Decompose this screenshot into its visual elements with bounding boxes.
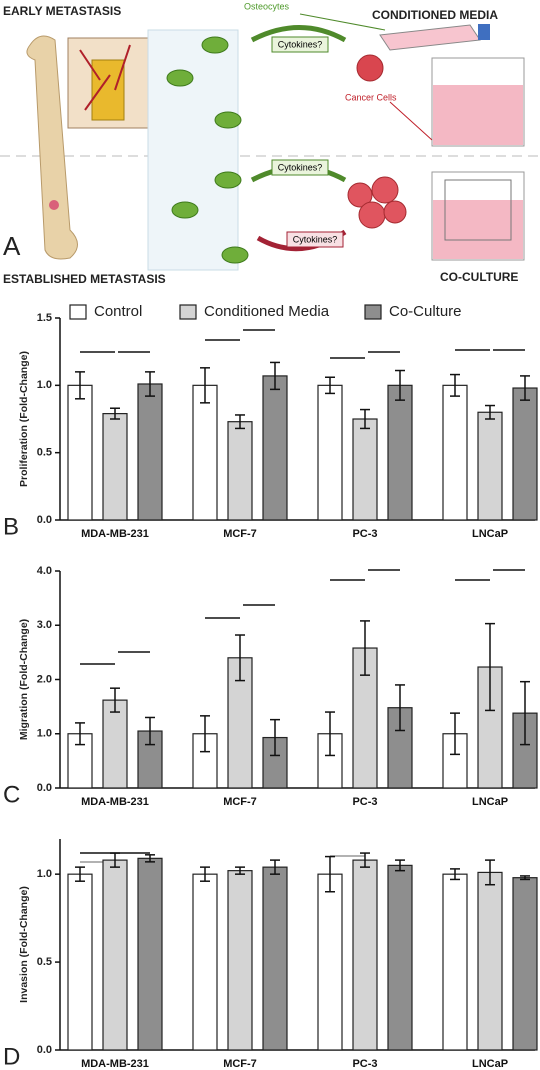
osteocyte-zone	[147, 29, 239, 271]
panel-label: A	[3, 231, 21, 261]
bar	[477, 871, 503, 1051]
bar	[262, 375, 288, 521]
y-tick-label: 0.0	[37, 514, 52, 526]
bar	[352, 859, 378, 1051]
x-tick-label: MCF-7	[223, 1058, 257, 1070]
significance-bars	[80, 329, 525, 863]
bone	[26, 35, 78, 260]
bar	[137, 857, 163, 1051]
bar	[227, 421, 253, 521]
flask	[379, 24, 481, 51]
panel-label: C	[3, 781, 20, 808]
y-tick-label: 0.5	[37, 447, 52, 459]
marrow	[91, 59, 125, 121]
bar	[387, 384, 413, 521]
cancer-cell	[356, 54, 384, 82]
bar	[352, 418, 378, 521]
label: Cytokines?	[293, 234, 338, 244]
y-tick-label: 1.5	[37, 312, 52, 324]
bar	[317, 873, 343, 1051]
legend-swatch	[364, 304, 382, 320]
bar	[512, 877, 538, 1051]
vessels	[79, 44, 131, 111]
label: Cytokines?	[278, 39, 323, 49]
y-axis-label: Migration (Fold-Change)	[18, 619, 30, 740]
bar	[442, 384, 468, 521]
y-axis-label: Proliferation (Fold-Change)	[18, 351, 30, 487]
bar	[67, 384, 93, 521]
label: CO-CULTURE	[440, 270, 518, 284]
bar	[262, 866, 288, 1051]
bar	[192, 384, 218, 521]
bar	[442, 873, 468, 1051]
bar	[317, 384, 343, 521]
osteocytes	[166, 36, 249, 264]
x-tick-label: PC-3	[352, 1058, 377, 1070]
media	[433, 200, 523, 259]
panel-label: B	[3, 513, 19, 540]
y-tick-label: 0.0	[37, 782, 52, 794]
diagram: EARLY METASTASIS CONDITIONED MEDIA Osteo…	[0, 1, 540, 286]
flask-cap	[478, 24, 490, 40]
y-tick-label: 0.5	[37, 956, 52, 968]
x-tick-label: LNCaP	[472, 796, 508, 808]
legend-swatch	[69, 304, 87, 320]
label: Osteocytes	[244, 1, 290, 11]
bar	[137, 383, 163, 521]
label: EARLY METASTASIS	[3, 4, 121, 18]
x-tick-label: MDA-MB-231	[81, 1058, 149, 1070]
bar	[102, 859, 128, 1051]
bar	[512, 387, 538, 521]
y-tick-label: 1.0	[37, 379, 52, 391]
y-tick-label: 0.0	[37, 1044, 52, 1056]
pointer	[389, 101, 433, 141]
bar	[102, 413, 128, 521]
tumor	[49, 200, 59, 210]
x-tick-label: MCF-7	[223, 796, 257, 808]
panel-label: D	[3, 1043, 20, 1070]
bar	[102, 699, 128, 789]
label-box	[286, 231, 344, 248]
x-tick-label: MDA-MB-231	[81, 528, 149, 540]
insert	[444, 179, 512, 241]
bar	[67, 873, 93, 1051]
label-box	[271, 159, 329, 176]
label: ESTABLISHED METASTASIS	[3, 272, 166, 286]
label-box	[271, 36, 329, 53]
tumor-cluster	[347, 176, 407, 229]
y-tick-label: 1.0	[37, 728, 52, 740]
media	[433, 85, 523, 145]
arrow	[250, 25, 347, 43]
x-tick-label: LNCaP	[472, 528, 508, 540]
x-tick-label: MCF-7	[223, 528, 257, 540]
x-tick-label: PC-3	[352, 796, 377, 808]
bar	[477, 411, 503, 521]
y-tick-label: 3.0	[37, 619, 52, 631]
legend-swatch	[179, 304, 197, 320]
label: CONDITIONED MEDIA	[372, 8, 498, 22]
bar	[227, 870, 253, 1051]
x-tick-label: PC-3	[352, 528, 377, 540]
x-tick-label: MDA-MB-231	[81, 796, 149, 808]
label: Cancer Cells	[345, 92, 397, 102]
label: Cytokines?	[278, 162, 323, 172]
y-axis-label: Invasion (Fold-Change)	[18, 886, 30, 1003]
x-tick-label: LNCaP	[472, 1058, 508, 1070]
pointer	[299, 13, 386, 31]
y-tick-label: 2.0	[37, 673, 52, 685]
y-tick-label: 1.0	[37, 868, 52, 880]
legend-label: Co-Culture	[389, 303, 462, 320]
bar	[192, 873, 218, 1051]
legend-label: Conditioned Media	[204, 303, 330, 320]
y-tick-label: 4.0	[37, 565, 52, 577]
legend-label: Control	[94, 303, 142, 320]
bar	[387, 864, 413, 1051]
